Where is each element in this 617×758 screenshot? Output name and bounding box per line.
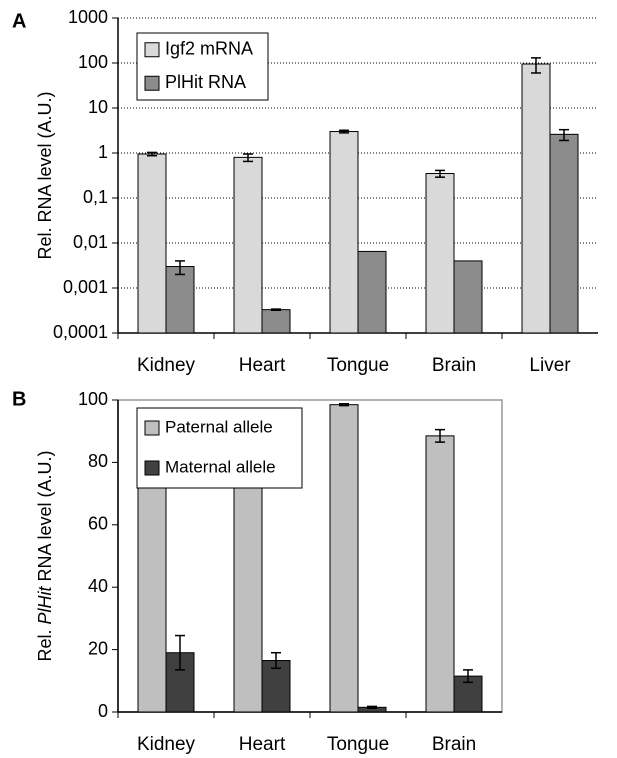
- bar: [425, 435, 455, 713]
- y-axis-label-part: PlHit: [35, 586, 55, 625]
- bar: [521, 63, 551, 334]
- legend-label: Igf2 mRNA: [165, 39, 253, 59]
- error-bar: [435, 169, 445, 178]
- legend-swatch: [144, 42, 160, 58]
- x-tick-label: Kidney: [137, 355, 196, 376]
- x-tick-label: Heart: [239, 734, 286, 755]
- x-tick-label: Tongue: [327, 355, 389, 376]
- y-tick-label: 0,01: [73, 232, 108, 252]
- bar: [261, 309, 291, 334]
- y-tick-label: 100: [78, 389, 108, 409]
- bar: [137, 153, 167, 334]
- y-axis-label: Rel. PlHit RNA level (A.U.): [35, 450, 55, 661]
- bar: [549, 133, 579, 334]
- y-tick-label: 40: [88, 576, 108, 596]
- error-bar: [147, 151, 157, 157]
- y-axis-label: Rel. RNA level (A.U.): [35, 91, 55, 259]
- legend-box: [136, 407, 303, 489]
- x-tick-label: Liver: [529, 355, 571, 376]
- legend-label: Paternal allele: [165, 417, 273, 436]
- error-bar: [339, 402, 349, 407]
- bar: [329, 404, 359, 713]
- error-bar: [271, 651, 281, 670]
- error-bar: [175, 634, 185, 671]
- x-tick-label: Brain: [432, 355, 476, 376]
- legend-swatch: [144, 460, 160, 476]
- error-bar: [463, 669, 473, 684]
- panel-label: A: [12, 10, 26, 32]
- x-tick-label: Heart: [239, 355, 286, 376]
- bar: [453, 260, 483, 334]
- x-tick-label: Brain: [432, 734, 476, 755]
- y-tick-label: 0,0001: [53, 322, 108, 342]
- y-tick-label: 20: [88, 638, 108, 658]
- legend-swatch: [144, 420, 160, 436]
- y-tick-label: 1: [98, 142, 108, 162]
- y-axis-label-part: Rel.: [35, 630, 55, 662]
- y-tick-label: 80: [88, 451, 108, 471]
- error-bar: [175, 260, 185, 276]
- error-bar: [531, 57, 541, 74]
- error-bar: [367, 705, 377, 710]
- bar: [233, 156, 263, 334]
- legend-label: PlHit RNA: [165, 72, 246, 92]
- bar: [233, 449, 263, 713]
- error-bar: [339, 129, 349, 134]
- x-tick-label: Kidney: [137, 734, 196, 755]
- y-axis-label-part: RNA level (A.U.): [35, 450, 55, 581]
- bar: [453, 675, 483, 713]
- error-bar: [271, 308, 281, 312]
- error-bar: [243, 153, 253, 163]
- y-tick-label: 0,1: [83, 187, 108, 207]
- y-tick-label: 1000: [68, 7, 108, 27]
- bar: [357, 250, 387, 334]
- y-tick-label: 100: [78, 52, 108, 72]
- bar: [329, 131, 359, 334]
- y-tick-label: 0,001: [63, 277, 108, 297]
- bar: [137, 458, 167, 713]
- legend-label: Maternal allele: [165, 457, 276, 476]
- bar: [261, 660, 291, 713]
- bar: [425, 173, 455, 334]
- legend-swatch: [144, 75, 160, 91]
- x-tick-label: Tongue: [327, 734, 389, 755]
- panel-label: B: [12, 388, 26, 410]
- error-bar: [435, 428, 445, 443]
- bar: [165, 266, 195, 334]
- y-tick-label: 10: [88, 97, 108, 117]
- y-tick-label: 60: [88, 514, 108, 534]
- y-axis-label-part: Rel. RNA level (A.U.): [35, 91, 55, 259]
- error-bar: [559, 128, 569, 142]
- y-tick-label: 0: [98, 701, 108, 721]
